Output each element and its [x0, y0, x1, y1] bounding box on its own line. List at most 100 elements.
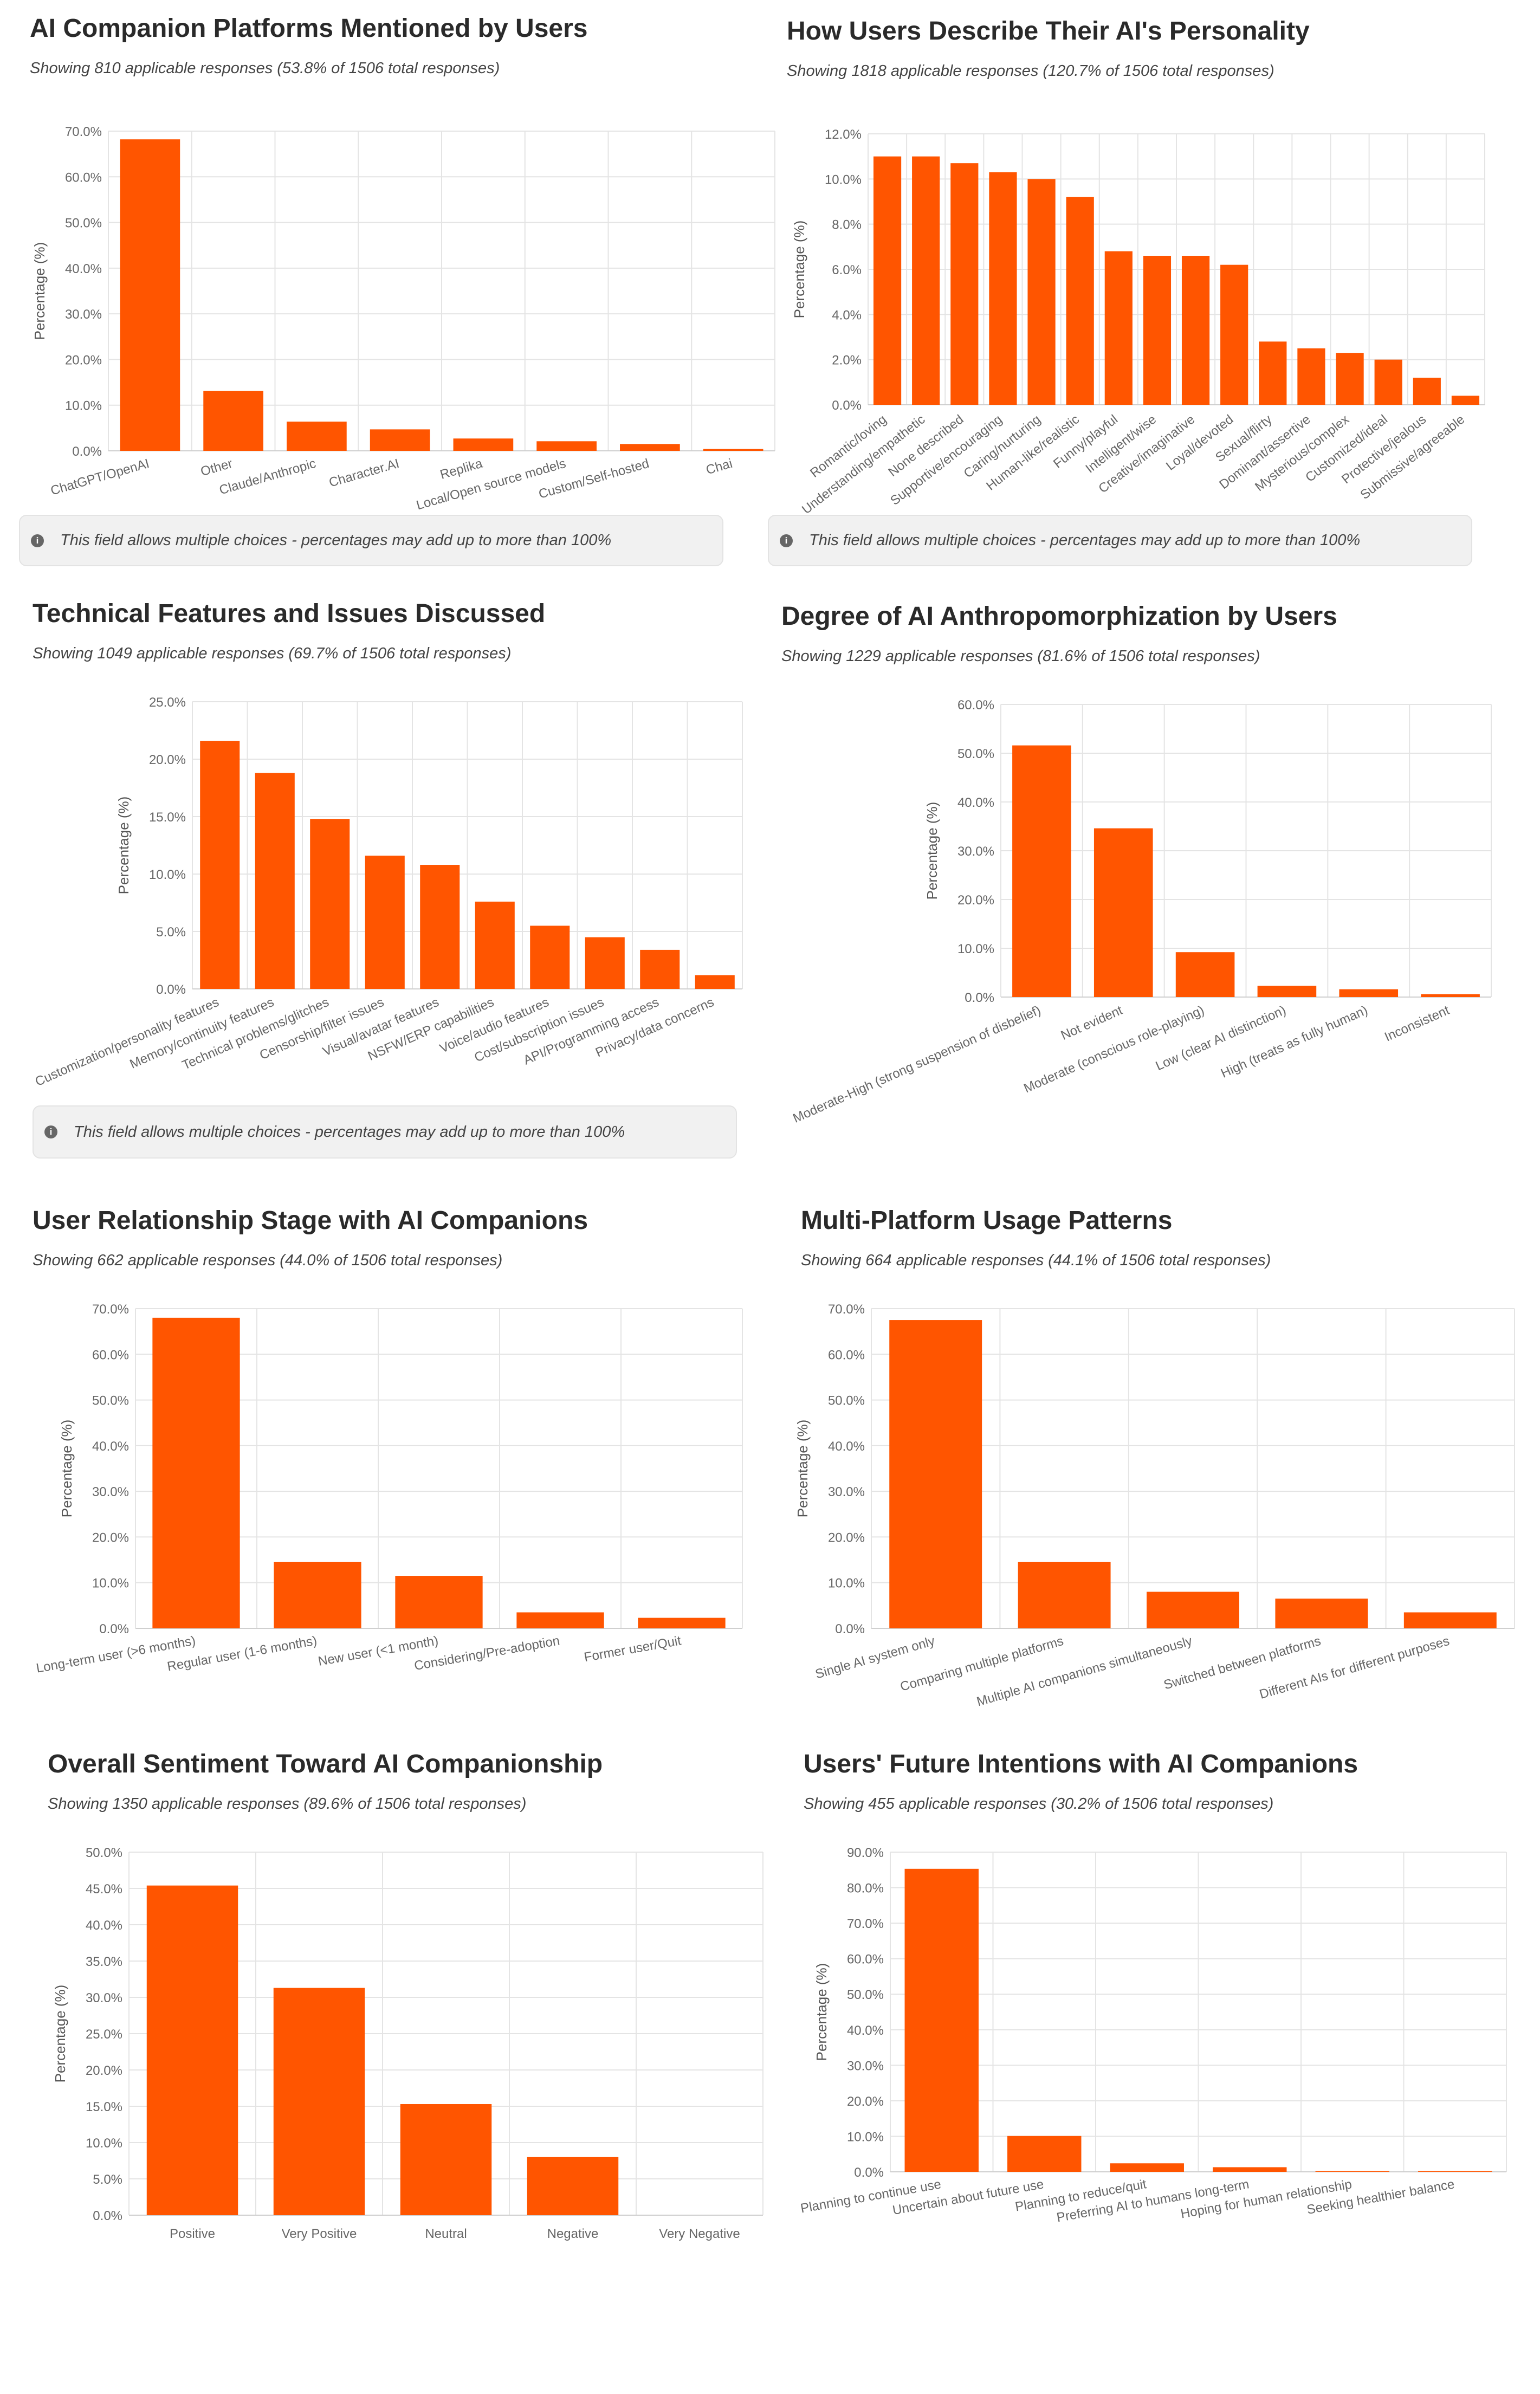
y-tick-label: 0.0% — [854, 2165, 884, 2180]
bar-chai[interactable] — [703, 449, 763, 451]
bar-dominant-assertive[interactable] — [1297, 348, 1325, 405]
y-tick-label: 0.0% — [965, 991, 994, 1005]
bar-moderate-high-strong-suspension-of-disbelief[interactable] — [1012, 745, 1071, 997]
bar-multiple-ai-companions-simultaneously[interactable] — [1147, 1591, 1239, 1628]
bar-nsfw-erp-capabilities[interactable] — [475, 901, 515, 989]
x-tick-label: High (treats as fully human) — [1219, 1003, 1370, 1081]
y-tick-label: 5.0% — [93, 2172, 122, 2187]
bar-technical-problems-glitches[interactable] — [310, 819, 350, 989]
bar-claude-anthropic[interactable] — [287, 422, 347, 451]
y-tick-label: 40.0% — [828, 1439, 865, 1454]
bar-not-evident[interactable] — [1093, 828, 1153, 997]
bar-uncertain-about-future-use[interactable] — [1007, 2136, 1082, 2172]
bar-regular-user-1-6-months[interactable] — [274, 1562, 361, 1628]
bar-new-user-1-month[interactable] — [395, 1576, 483, 1628]
y-tick-label: 90.0% — [847, 1846, 884, 1860]
y-tick-label: 20.0% — [847, 2094, 884, 2109]
y-tick-label: 40.0% — [65, 262, 102, 276]
bar-voice-audio-features[interactable] — [530, 926, 570, 989]
chart-subtitle: Showing 1229 applicable responses (81.6%… — [781, 648, 1260, 665]
bar-censorship-filter-issues[interactable] — [365, 856, 405, 989]
y-tick-label: 70.0% — [847, 1917, 884, 1931]
bar-caring-nurturing[interactable] — [1027, 179, 1056, 405]
bar-intelligent-wise[interactable] — [1143, 256, 1172, 405]
bar-funny-playful[interactable] — [1104, 251, 1133, 405]
y-tick-label: 40.0% — [847, 2023, 884, 2038]
y-tick-label: 70.0% — [92, 1302, 129, 1317]
bar-low-clear-ai-distinction[interactable] — [1257, 986, 1317, 997]
bar-mysterious-complex[interactable] — [1336, 353, 1364, 405]
bar-very-positive[interactable] — [273, 1988, 365, 2215]
x-tick-label: Former user/Quit — [583, 1633, 683, 1665]
bar-sexual-flirty[interactable] — [1259, 341, 1287, 405]
x-tick-label: Chai — [704, 456, 734, 478]
bar-planning-to-continue-use[interactable] — [904, 1868, 979, 2172]
bar-visual-avatar-features[interactable] — [420, 865, 460, 989]
bar-moderate-conscious-role-playing[interactable] — [1175, 952, 1235, 997]
bar-api-programming-access[interactable] — [640, 949, 680, 989]
bar-human-like-realistic[interactable] — [1066, 197, 1094, 405]
y-tick-label: 6.0% — [832, 263, 862, 277]
bar-negative[interactable] — [527, 2157, 619, 2215]
bar-positive[interactable] — [146, 1885, 238, 2215]
bar-preferring-ai-to-humans-long-term[interactable] — [1213, 2167, 1287, 2172]
bar-other[interactable] — [203, 391, 263, 451]
y-tick-label: 50.0% — [828, 1394, 865, 1408]
bar-chart: 0.0%10.0%20.0%30.0%40.0%50.0%60.0%70.0%S… — [794, 1302, 1515, 1709]
bar-creative-imaginative[interactable] — [1181, 256, 1210, 405]
x-tick-label: Low (clear AI distinction) — [1154, 1003, 1289, 1073]
bar-high-treats-as-fully-human[interactable] — [1339, 989, 1399, 997]
bar-romantic-loving[interactable] — [873, 156, 902, 405]
bar-different-ais-for-different-purposes[interactable] — [1403, 1612, 1497, 1629]
bar-inconsistent[interactable] — [1421, 994, 1480, 997]
chart-title: Users' Future Intentions with AI Compani… — [804, 1750, 1358, 1778]
bar-protective-jealous[interactable] — [1413, 378, 1441, 405]
y-tick-label: 10.0% — [828, 1576, 865, 1591]
bar-local-open-source-models[interactable] — [536, 441, 597, 451]
bar-hoping-for-human-relationship[interactable] — [1315, 2171, 1389, 2172]
chart-title: Technical Features and Issues Discussed — [33, 599, 546, 628]
bar-customization-personality-features[interactable] — [200, 741, 240, 989]
y-tick-label: 0.0% — [99, 1622, 129, 1636]
bar-single-ai-system-only[interactable] — [889, 1320, 982, 1628]
bar-privacy-data-concerns[interactable] — [695, 975, 735, 989]
y-tick-label: 30.0% — [957, 844, 994, 859]
y-tick-label: 10.0% — [825, 172, 862, 187]
bar-long-term-user-6-months[interactable] — [152, 1317, 240, 1628]
y-axis-title: Percentage (%) — [59, 1420, 75, 1518]
info-icon: i — [44, 1125, 57, 1138]
y-tick-label: 25.0% — [149, 695, 186, 710]
bar-none-described[interactable] — [950, 163, 979, 405]
bar-custom-self-hosted[interactable] — [620, 444, 680, 451]
y-tick-label: 30.0% — [847, 2059, 884, 2073]
bar-supportive-encouraging[interactable] — [989, 172, 1017, 405]
bar-submissive-agreeable[interactable] — [1451, 396, 1480, 405]
bar-switched-between-platforms[interactable] — [1275, 1599, 1368, 1628]
y-tick-label: 60.0% — [957, 698, 994, 713]
bar-character-ai[interactable] — [370, 429, 430, 451]
bar-understanding-empathetic[interactable] — [912, 156, 940, 405]
bar-customized-ideal[interactable] — [1374, 359, 1402, 405]
bar-neutral[interactable] — [400, 2104, 492, 2215]
y-tick-label: 12.0% — [825, 127, 862, 142]
y-tick-label: 0.0% — [835, 1622, 865, 1636]
multiple-choice-note: i This field allows multiple choices - pe… — [768, 515, 1472, 566]
y-tick-label: 30.0% — [65, 307, 102, 322]
bar-memory-continuity-features[interactable] — [255, 773, 295, 989]
bar-chatgpt-openai[interactable] — [120, 139, 180, 451]
multiple-choice-note: i This field allows multiple choices - pe… — [33, 1105, 737, 1159]
bar-replika[interactable] — [453, 438, 514, 451]
y-tick-label: 40.0% — [957, 795, 994, 810]
bar-former-user-quit[interactable] — [638, 1617, 726, 1628]
bar-planning-to-reduce-quit[interactable] — [1110, 2163, 1184, 2172]
bar-seeking-healthier-balance[interactable] — [1418, 2171, 1492, 2172]
bar-chart: 0.0% 5.0% 10.0% 15.0% 20.0% 25.0% 30.0% 35.0% 40… — [52, 1846, 763, 2241]
bar-cost-subscription-issues[interactable] — [585, 937, 625, 989]
note-text: This field allows multiple choices - per… — [60, 532, 612, 549]
bar-considering-pre-adoption[interactable] — [516, 1612, 604, 1629]
bar-comparing-multiple-platforms[interactable] — [1018, 1562, 1111, 1628]
bar-chart: 0.0% 10.0% 20.0% 30.0% 40.0% 50.0% 60.0% Modera… — [791, 698, 1492, 1126]
bar-loyal-devoted[interactable] — [1220, 264, 1248, 405]
chart-title: Degree of AI Anthropomorphization by Use… — [781, 602, 1337, 631]
x-tick-label: Claude/Anthropic — [218, 456, 318, 498]
